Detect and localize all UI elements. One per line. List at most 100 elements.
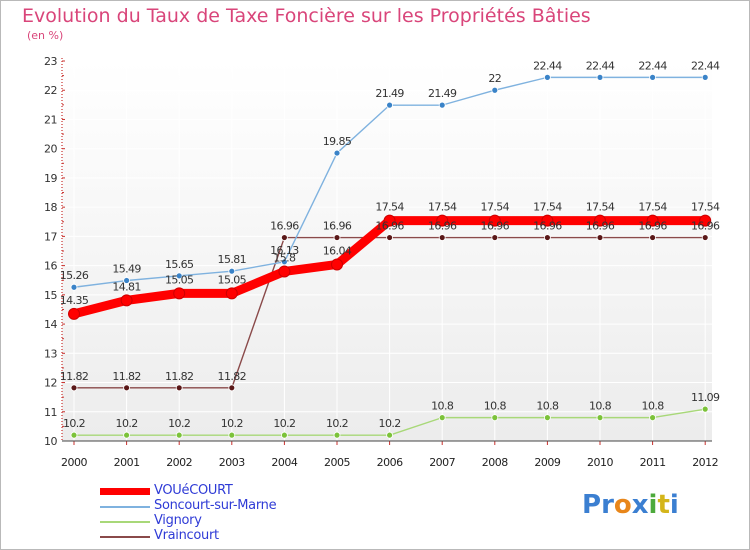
- data-point-3: [544, 234, 551, 241]
- data-point-3: [123, 384, 130, 392]
- data-label-3: 11.82: [218, 370, 247, 383]
- data-point-0: [699, 214, 712, 227]
- data-label-2: 10.8: [536, 400, 559, 413]
- data-label-2: 10.2: [273, 417, 295, 430]
- x-tick-label: 2003: [219, 456, 245, 469]
- x-tick-label: 2011: [640, 456, 666, 469]
- data-point-0: [436, 214, 449, 227]
- data-label-2: 10.2: [379, 417, 401, 430]
- data-point-3: [70, 384, 78, 392]
- data-label-3: 16.96: [533, 220, 562, 233]
- logo-letter: i: [648, 490, 658, 520]
- data-label-3: 16.96: [481, 220, 510, 233]
- data-label-3: 11.82: [112, 370, 141, 383]
- logo-letter: i: [669, 490, 679, 520]
- data-point-0: [646, 214, 659, 227]
- data-label-0: 17.54: [533, 201, 562, 214]
- data-point-2: [701, 405, 709, 413]
- logo-letter: r: [601, 490, 614, 520]
- y-tick-label: 14: [44, 318, 57, 331]
- data-label-2: 10.2: [221, 417, 243, 430]
- plot-area: [62, 61, 712, 441]
- data-label-0: 15.05: [165, 273, 194, 286]
- data-label-0: 14.35: [60, 294, 89, 307]
- data-label-1: 16.13: [270, 244, 299, 257]
- data-point-1: [333, 149, 341, 157]
- y-tick-label: 17: [44, 230, 57, 243]
- data-label-3: 16.96: [428, 220, 457, 233]
- data-point-3: [438, 234, 446, 241]
- data-point-2: [228, 431, 236, 439]
- data-label-2: 10.8: [589, 400, 612, 413]
- data-point-3: [280, 234, 288, 241]
- legend-label-vignory: Vignory: [154, 513, 202, 528]
- chart-title: Evolution du Taux de Taxe Foncière sur l…: [22, 5, 591, 27]
- legend-label-soncourt: Soncourt-sur-Marne: [154, 498, 277, 513]
- data-label-0: 14.81: [112, 280, 141, 293]
- legend-swatch-vouecourt: [100, 488, 150, 495]
- proxiti-logo: Proxiti: [582, 490, 679, 520]
- data-point-0: [225, 287, 238, 300]
- data-label-0: 17.54: [638, 201, 667, 214]
- legend-label-vraincourt: Vraincourt: [154, 528, 219, 543]
- legend-swatch-soncourt: [100, 506, 150, 508]
- data-label-3: 11.82: [60, 370, 89, 383]
- data-label-0: 15.05: [218, 273, 247, 286]
- data-label-1: 15.81: [218, 253, 247, 266]
- data-label-1: 22.44: [533, 59, 562, 72]
- y-tick-label: 22: [44, 84, 57, 97]
- data-point-1: [491, 86, 499, 94]
- data-point-1: [386, 101, 394, 109]
- data-label-3: 16.96: [586, 220, 615, 233]
- y-tick-label: 18: [44, 201, 57, 214]
- data-label-1: 22: [488, 72, 501, 85]
- data-label-0: 16.04: [323, 244, 352, 257]
- data-point-1: [649, 73, 656, 81]
- y-tick-label: 13: [44, 347, 57, 360]
- x-tick-label: 2010: [587, 456, 613, 469]
- x-tick-label: 2001: [114, 456, 140, 469]
- x-tick-label: 2002: [166, 456, 192, 469]
- data-label-2: 10.2: [116, 417, 138, 430]
- data-point-0: [278, 265, 291, 278]
- data-point-1: [544, 73, 551, 81]
- data-label-2: 10.2: [63, 417, 85, 430]
- x-tick-label: 2012: [692, 456, 718, 469]
- data-label-2: 10.8: [431, 400, 454, 413]
- x-tick-label: 2006: [377, 456, 403, 469]
- data-point-2: [386, 431, 394, 439]
- unit-label: (en %): [27, 29, 64, 42]
- y-tick-label: 10: [44, 435, 57, 448]
- data-point-0: [541, 214, 554, 227]
- data-point-3: [701, 234, 709, 241]
- data-label-2: 10.8: [642, 400, 665, 413]
- data-point-2: [438, 414, 446, 422]
- data-point-0: [68, 307, 80, 320]
- data-label-3: 11.82: [165, 370, 194, 383]
- x-tick-label: 2005: [324, 456, 350, 469]
- data-label-1: 22.44: [638, 59, 667, 72]
- x-tick-label: 2000: [61, 456, 87, 469]
- data-label-3: 16.96: [323, 220, 352, 233]
- data-point-1: [228, 267, 236, 275]
- y-tick-label: 12: [44, 377, 57, 390]
- logo-letter: t: [657, 490, 670, 520]
- data-point-0: [120, 294, 133, 307]
- data-point-3: [491, 234, 499, 241]
- data-point-1: [70, 283, 78, 291]
- y-tick-label: 11: [44, 406, 57, 419]
- data-label-1: 22.44: [691, 59, 720, 72]
- data-label-2: 10.8: [484, 400, 507, 413]
- data-point-0: [173, 287, 186, 300]
- data-label-1: 15.49: [112, 263, 141, 276]
- data-point-0: [594, 214, 606, 227]
- data-point-3: [175, 384, 183, 392]
- data-point-0: [331, 258, 343, 271]
- data-point-3: [649, 234, 656, 241]
- data-point-1: [438, 101, 446, 109]
- data-label-0: 15.8: [273, 251, 296, 264]
- data-point-2: [175, 431, 183, 439]
- y-tick-label: 20: [44, 143, 57, 156]
- data-label-1: 21.49: [375, 87, 404, 100]
